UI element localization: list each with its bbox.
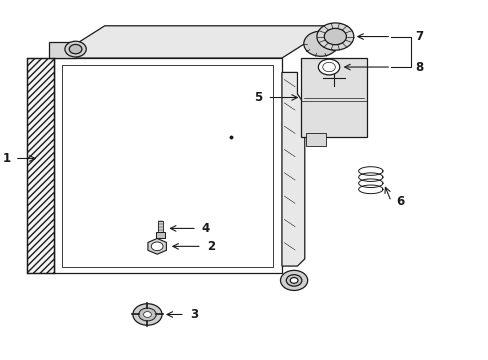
Text: 1: 1 (2, 152, 11, 165)
Polygon shape (54, 58, 282, 273)
Circle shape (316, 23, 353, 50)
Polygon shape (27, 58, 54, 273)
Circle shape (133, 304, 162, 325)
Text: 2: 2 (206, 240, 214, 253)
Circle shape (151, 242, 163, 251)
Circle shape (69, 44, 81, 54)
Circle shape (286, 275, 301, 286)
Circle shape (65, 41, 86, 57)
Text: 8: 8 (415, 60, 423, 73)
Circle shape (139, 308, 156, 321)
Text: 5: 5 (254, 91, 262, 104)
Polygon shape (305, 134, 325, 146)
Polygon shape (147, 238, 166, 254)
Text: 7: 7 (415, 30, 423, 43)
Circle shape (318, 59, 339, 75)
Text: 4: 4 (202, 222, 210, 235)
Text: 6: 6 (395, 195, 404, 208)
Circle shape (289, 278, 297, 283)
Polygon shape (157, 221, 163, 234)
Polygon shape (49, 42, 76, 58)
Circle shape (303, 31, 337, 56)
Text: 3: 3 (189, 308, 198, 321)
Polygon shape (282, 72, 304, 266)
Circle shape (280, 270, 307, 291)
Polygon shape (301, 58, 366, 137)
Circle shape (322, 62, 335, 72)
Circle shape (324, 28, 346, 45)
Circle shape (143, 312, 151, 318)
Polygon shape (54, 26, 332, 58)
Polygon shape (155, 232, 165, 238)
